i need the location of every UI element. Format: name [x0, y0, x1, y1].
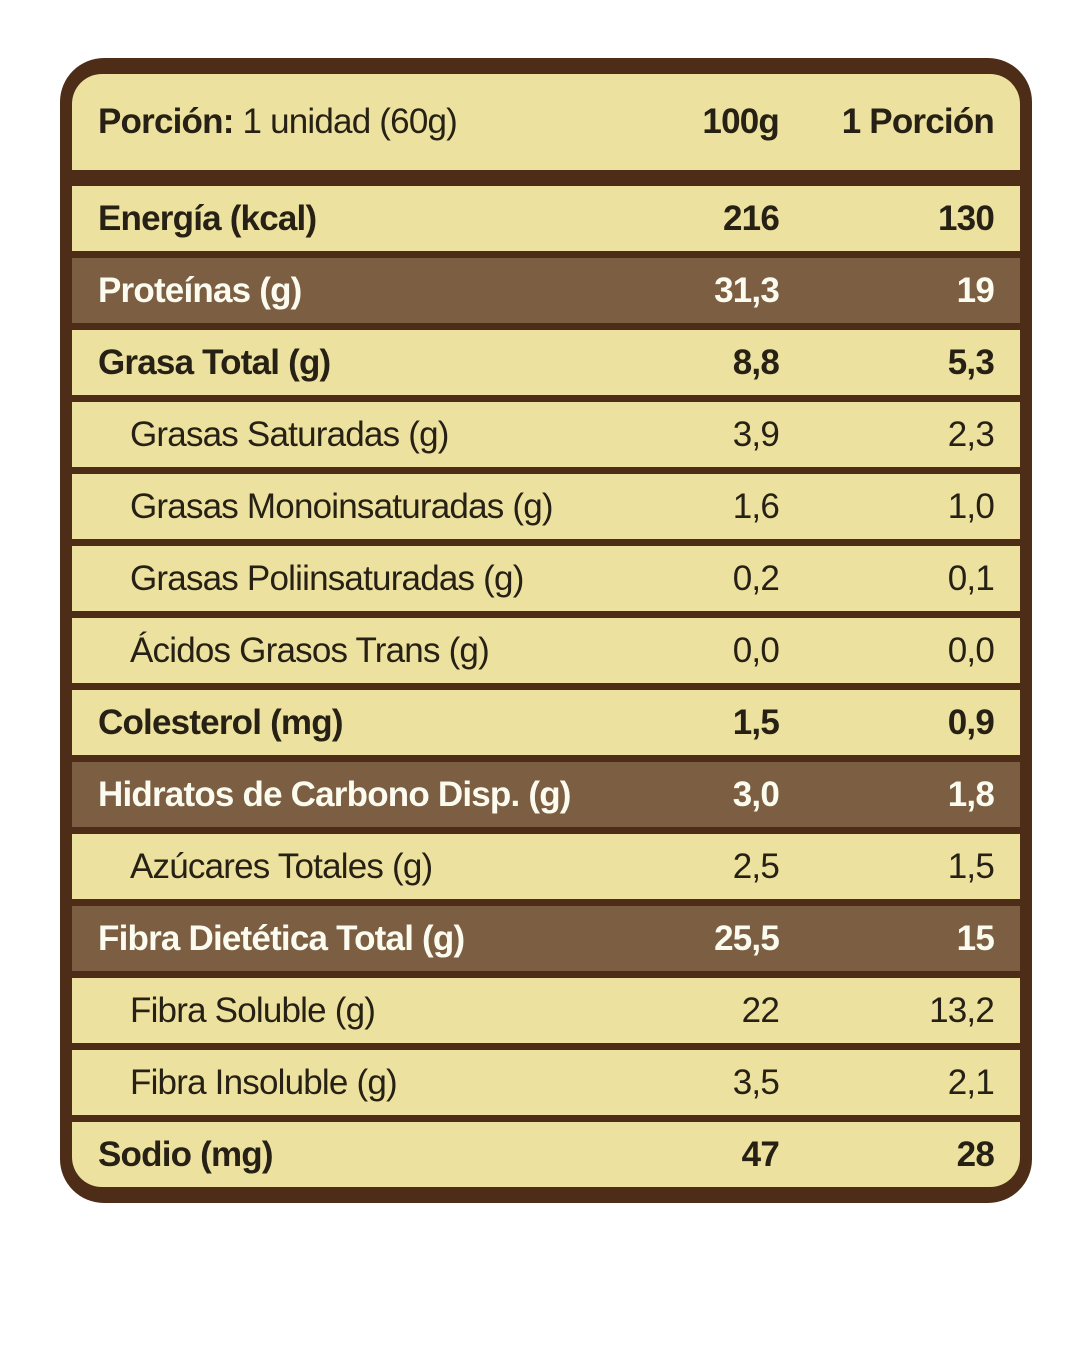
row-value-100g: 8,8: [732, 342, 780, 382]
row-value-porcion: 13,2: [929, 990, 995, 1030]
table-row-fibra-soluble: Fibra Soluble (g) 22 13,2: [72, 978, 1020, 1043]
serving-size-label: Porción: 1 unidad (60g): [98, 102, 639, 142]
table-row-grasa-total: Grasa Total (g) 8,8 5,3: [72, 330, 1020, 395]
row-label: Hidratos de Carbono Disp. (g): [98, 774, 571, 814]
row-value-100g: 25,5: [714, 918, 780, 958]
table-row-hidratos-carbono: Hidratos de Carbono Disp. (g) 3,0 1,8: [72, 762, 1020, 827]
table-row-sodio: Sodio (mg) 47 28: [72, 1122, 1020, 1187]
row-value-100g: 3,5: [732, 1062, 780, 1102]
row-label: Grasas Saturadas (g): [130, 414, 449, 454]
row-label: Grasas Poliinsaturadas (g): [130, 558, 524, 598]
row-label: Ácidos Grasos Trans (g): [130, 630, 490, 670]
table-row-fibra-insoluble: Fibra Insoluble (g) 3,5 2,1: [72, 1050, 1020, 1115]
row-value-porcion: 2,1: [947, 1062, 995, 1102]
row-value-100g: 0,0: [732, 630, 780, 670]
serving-size-title: Porción:: [98, 102, 234, 141]
row-value-porcion: 1,5: [947, 846, 995, 886]
column-header-100g: 100g: [702, 102, 779, 141]
table-row-proteinas: Proteínas (g) 31,3 19: [72, 258, 1020, 323]
row-value-porcion: 130: [938, 198, 995, 238]
row-value-100g: 31,3: [714, 270, 780, 310]
row-value-100g: 1,5: [732, 702, 780, 742]
row-value-porcion: 19: [956, 270, 995, 310]
table-row-energia: Energía (kcal) 216 130: [72, 186, 1020, 251]
row-value-100g: 22: [741, 990, 780, 1030]
row-label: Proteínas (g): [98, 270, 302, 310]
row-value-porcion: 28: [956, 1134, 995, 1174]
row-value-porcion: 0,1: [947, 558, 995, 598]
serving-size-value: 1 unidad (60g): [233, 102, 458, 141]
table-row-acidos-grasos-trans: Ácidos Grasos Trans (g) 0,0 0,0: [72, 618, 1020, 683]
row-value-100g: 3,9: [732, 414, 780, 454]
row-value-porcion: 1,0: [947, 486, 995, 526]
table-row-grasas-saturadas: Grasas Saturadas (g) 3,9 2,3: [72, 402, 1020, 467]
row-value-100g: 47: [741, 1134, 780, 1174]
row-value-porcion: 5,3: [947, 342, 995, 382]
row-label: Sodio (mg): [98, 1134, 274, 1174]
row-label: Colesterol (mg): [98, 702, 344, 742]
row-value-100g: 3,0: [732, 774, 780, 814]
row-value-porcion: 0,9: [947, 702, 995, 742]
row-label: Grasa Total (g): [98, 342, 331, 382]
row-value-100g: 0,2: [732, 558, 780, 598]
table-row-azucares-totales: Azúcares Totales (g) 2,5 1,5: [72, 834, 1020, 899]
row-value-100g: 1,6: [732, 486, 780, 526]
row-label: Azúcares Totales (g): [130, 846, 433, 886]
row-value-100g: 216: [723, 198, 780, 238]
row-value-100g: 2,5: [732, 846, 780, 886]
column-header-porcion: 1 Porción: [841, 102, 995, 141]
row-label: Energía (kcal): [98, 198, 317, 238]
table-row-grasas-monoinsaturadas: Grasas Monoinsaturadas (g) 1,6 1,0: [72, 474, 1020, 539]
row-label: Fibra Insoluble (g): [130, 1062, 398, 1102]
row-value-porcion: 0,0: [947, 630, 995, 670]
table-row-fibra-dietetica-total: Fibra Dietética Total (g) 25,5 15: [72, 906, 1020, 971]
row-value-porcion: 15: [956, 918, 995, 958]
table-header-row: Porción: 1 unidad (60g) 100g 1 Porción: [72, 74, 1020, 170]
row-label: Grasas Monoinsaturadas (g): [130, 486, 554, 526]
nutrition-facts-table: Porción: 1 unidad (60g) 100g 1 Porción E…: [60, 58, 1032, 1203]
row-label: Fibra Soluble (g): [130, 990, 376, 1030]
row-value-porcion: 2,3: [947, 414, 995, 454]
row-value-porcion: 1,8: [947, 774, 995, 814]
table-row-grasas-poliinsaturadas: Grasas Poliinsaturadas (g) 0,2 0,1: [72, 546, 1020, 611]
row-label: Fibra Dietética Total (g): [98, 918, 465, 958]
table-row-colesterol: Colesterol (mg) 1,5 0,9: [72, 690, 1020, 755]
